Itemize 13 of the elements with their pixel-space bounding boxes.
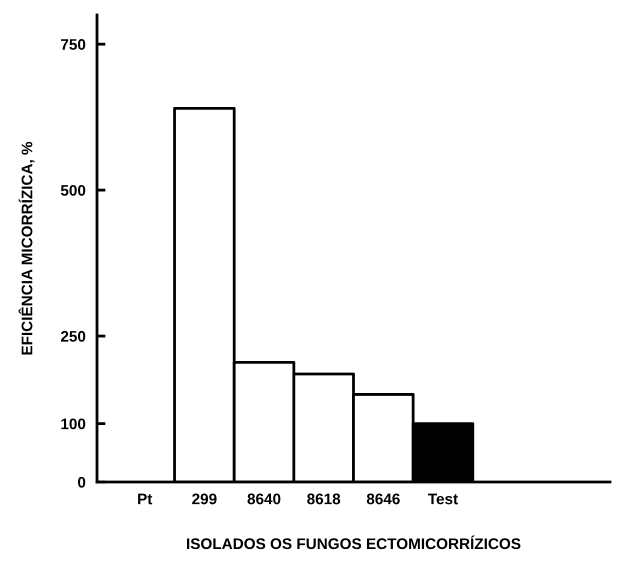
y-tick-label: 100 xyxy=(61,418,86,430)
x-tick-label: 8618 xyxy=(307,494,340,504)
x-axis-title: ISOLADOS OS FUNGOS ECTOMICORRÍZICOS xyxy=(187,535,520,550)
x-tick-label: 299 xyxy=(192,494,217,504)
x-tick-label: Test xyxy=(428,494,458,504)
y-tick-label: 500 xyxy=(60,184,86,196)
y-tick-label: 250 xyxy=(60,330,86,342)
y-axis-title: EFICIÊNCIA MICORRÍZICA, % xyxy=(18,142,35,355)
x-tick-label: 8646 xyxy=(366,494,400,504)
x-tick-label: 8640 xyxy=(248,494,280,504)
y-tick-label: 750 xyxy=(61,39,86,50)
x-tick-label: Pt xyxy=(138,494,152,504)
y-tick-label: 0 xyxy=(78,476,86,488)
